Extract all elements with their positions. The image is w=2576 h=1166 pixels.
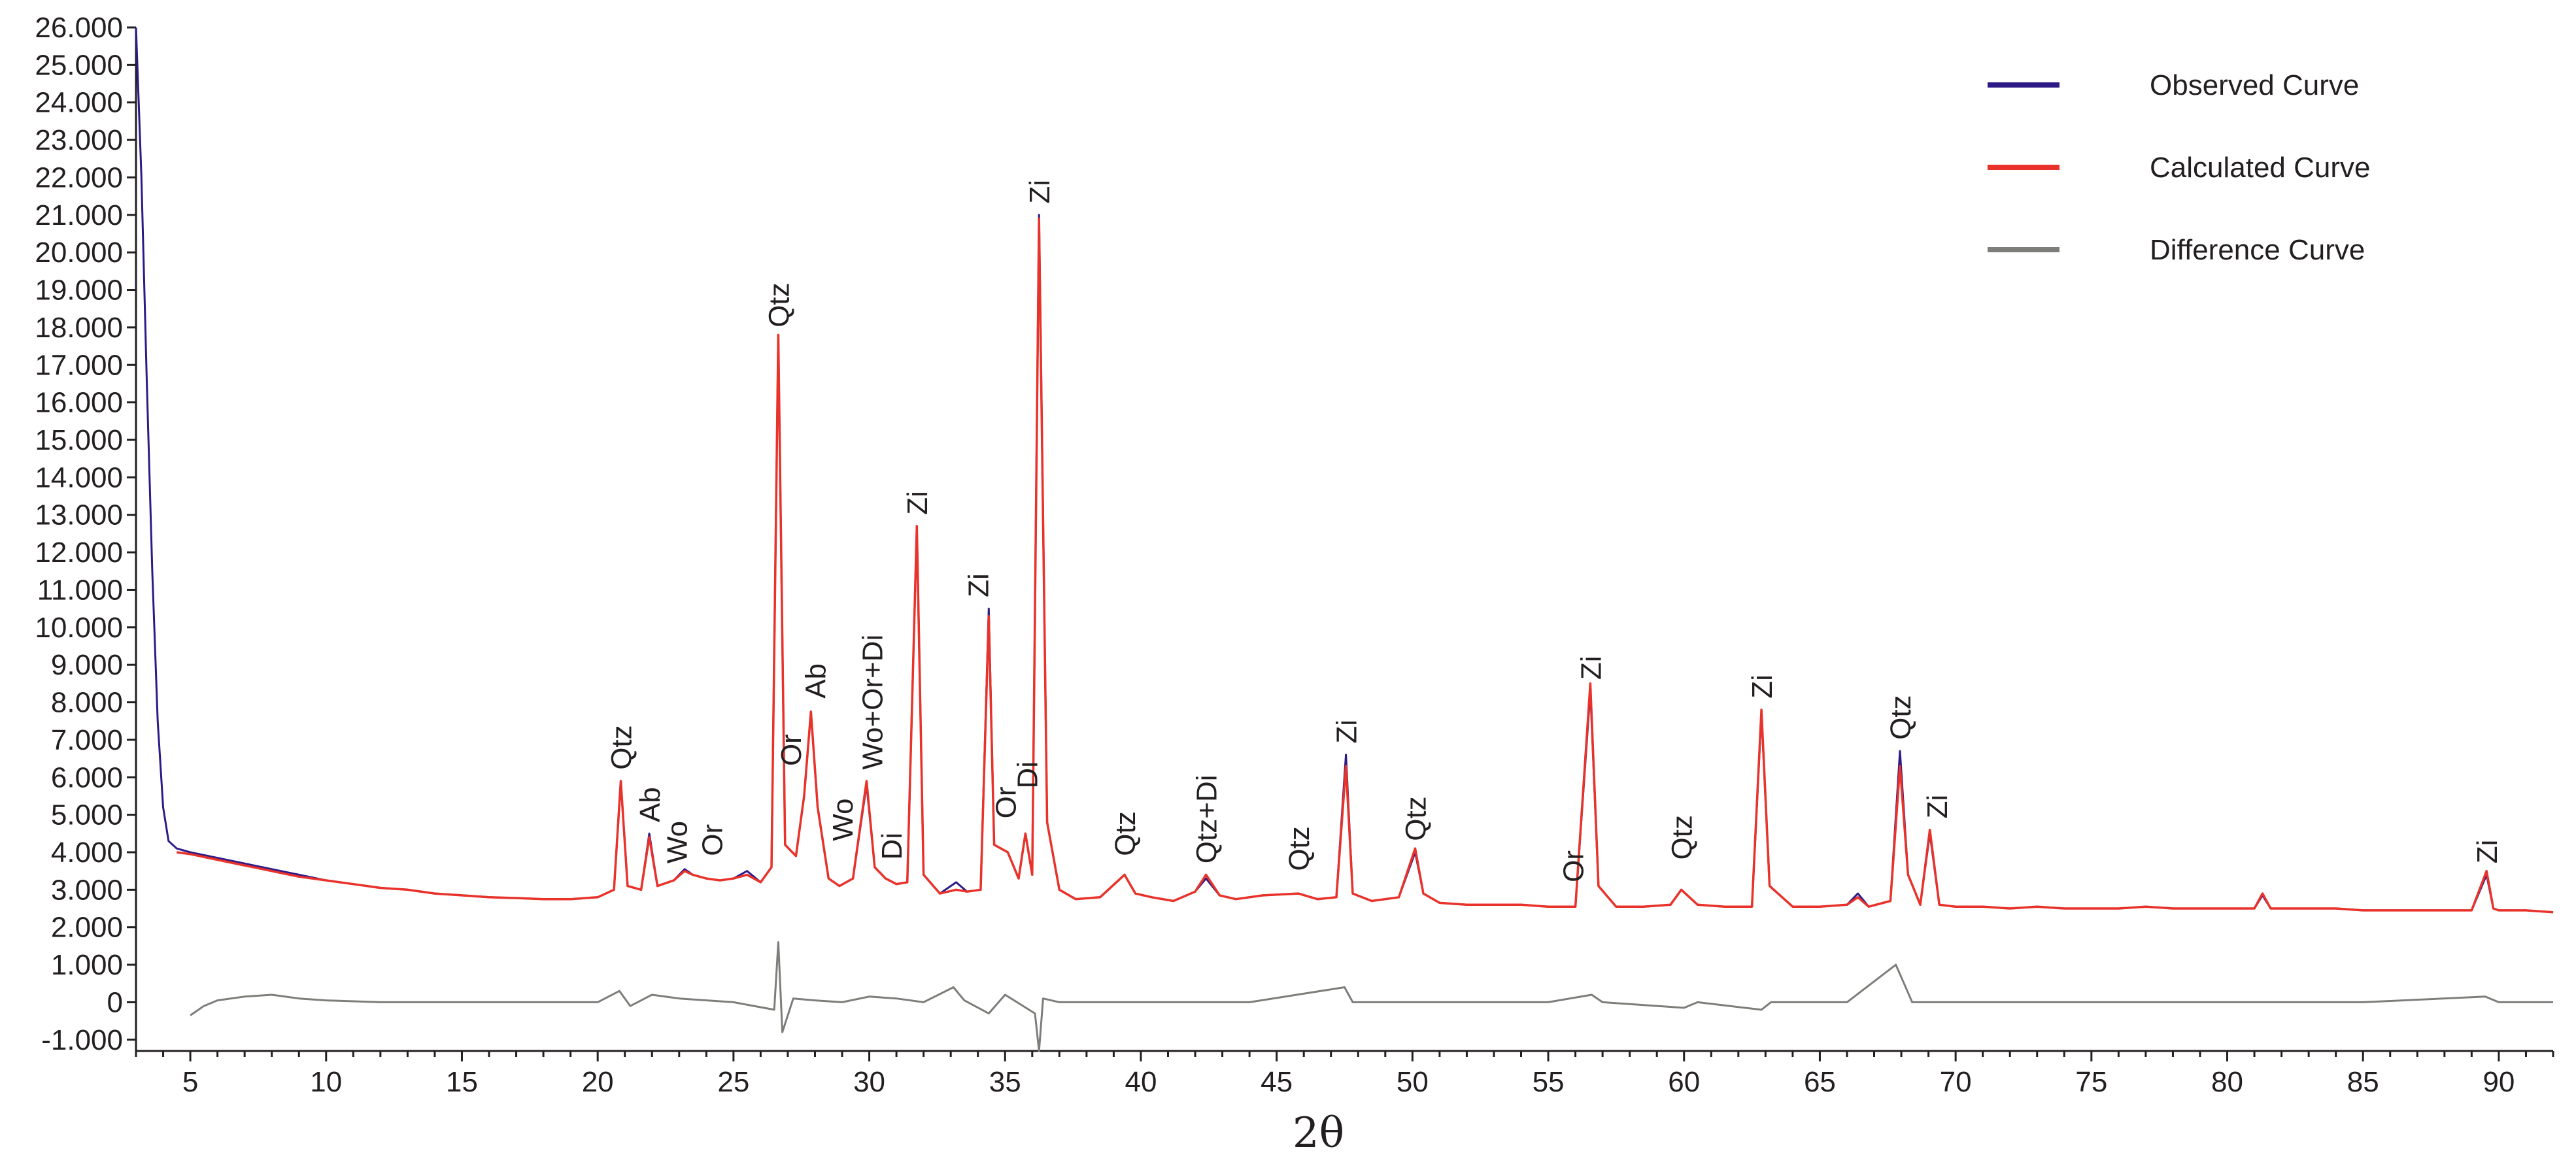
peak-label: Zi xyxy=(1331,720,1363,744)
y-tick-label: 21.000 xyxy=(35,199,123,231)
x-tick-label: 35 xyxy=(989,1066,1021,1098)
peak-label: Zi xyxy=(1746,675,1778,699)
y-tick-label: 18.000 xyxy=(35,312,123,344)
y-tick-label: 17.000 xyxy=(35,349,123,381)
legend-label: Observed Curve xyxy=(2150,69,2359,101)
x-tick-label: 55 xyxy=(1533,1066,1565,1098)
y-tick-label: 10.000 xyxy=(35,612,123,644)
peak-label: Ab xyxy=(634,787,666,822)
y-tick-label: 15.000 xyxy=(35,424,123,456)
peak-label: Wo xyxy=(662,821,694,863)
x-tick-label: 10 xyxy=(310,1066,342,1098)
x-tick-label: 25 xyxy=(717,1066,749,1098)
peak-label: Zi xyxy=(2471,840,2503,864)
peak-label: Qtz xyxy=(1885,695,1917,739)
calculated-curve-line xyxy=(177,217,2554,914)
y-tick-label: 7.000 xyxy=(51,724,123,756)
axes: 26.000 25.000 24.000 23.000 22.000 21.000 20.0… xyxy=(35,12,2554,1098)
x-tick-label: 50 xyxy=(1397,1066,1429,1098)
peak-label: Wo xyxy=(827,799,859,841)
y-tick-label: 11.000 xyxy=(37,574,123,606)
y-tick-label: 6.000 xyxy=(51,761,123,793)
y-tick-label: 12.000 xyxy=(35,537,123,569)
x-tick-label: 45 xyxy=(1261,1066,1293,1098)
x-tick-label: 5 xyxy=(182,1066,198,1098)
y-tick-label: 22.000 xyxy=(35,161,123,193)
y-tick-label: 13.000 xyxy=(35,499,123,531)
peak-label: Zi xyxy=(1575,656,1607,680)
x-tick-label: 15 xyxy=(446,1066,478,1098)
x-tick-label: 90 xyxy=(2483,1066,2515,1098)
peak-label: Qtz xyxy=(1110,811,1142,856)
peak-label: Zi xyxy=(1024,180,1056,204)
y-tick-label: 8.000 xyxy=(51,687,123,719)
peak-label: Or xyxy=(1557,850,1589,882)
x-tick-label: 70 xyxy=(1940,1066,1972,1098)
peak-label: Di xyxy=(1011,761,1043,789)
y-tick-label: 24.000 xyxy=(35,87,123,119)
peak-label: Wo+Or+Di xyxy=(857,635,889,770)
peak-label: Qtz xyxy=(1283,826,1315,871)
peak-label: Zi xyxy=(902,491,934,515)
y-tick-label: 25.000 xyxy=(35,49,123,81)
peak-label: Zi xyxy=(963,573,995,597)
legend-label: Difference Curve xyxy=(2150,234,2365,266)
x-tick-label: 40 xyxy=(1125,1066,1157,1098)
peak-label: Zi xyxy=(1922,795,1954,819)
y-tick-label: 9.000 xyxy=(51,649,123,681)
y-tick-label: 19.000 xyxy=(35,275,123,307)
y-tick-label: 2.000 xyxy=(51,912,123,944)
curves xyxy=(135,27,2554,1052)
legend: Observed Curve Calculated Curve Difference… xyxy=(1988,69,2371,266)
y-tick-label: 4.000 xyxy=(51,837,123,869)
peak-label: Qtz+Di xyxy=(1191,775,1223,863)
peak-label: Di xyxy=(876,833,908,860)
y-tick-label: 0 xyxy=(107,986,123,1018)
peak-label: Or xyxy=(775,734,807,766)
peak-label: Or xyxy=(990,786,1022,818)
y-tick-label: 16.000 xyxy=(35,387,123,419)
x-tick-label: 30 xyxy=(853,1066,885,1098)
peak-label: Ab xyxy=(800,663,832,699)
x-tick-label: 65 xyxy=(1804,1066,1836,1098)
y-tick-label: 14.000 xyxy=(35,461,123,493)
peak-label: Qtz xyxy=(1400,796,1432,841)
x-axis-title: 2θ xyxy=(1293,1109,1344,1158)
x-tick-label: 80 xyxy=(2211,1066,2243,1098)
x-tick-label: 20 xyxy=(582,1066,614,1098)
x-tick-label: 60 xyxy=(1668,1066,1700,1098)
peak-label: Qtz xyxy=(1667,815,1699,859)
y-tick-label: 20.000 xyxy=(35,237,123,269)
peak-label: Qtz xyxy=(605,725,637,769)
y-tick-label: 1.000 xyxy=(51,949,123,981)
y-tick-label: 3.000 xyxy=(51,874,123,906)
legend-label: Calculated Curve xyxy=(2150,152,2371,184)
y-tick-label: 26.000 xyxy=(35,12,123,44)
peak-label: Qtz xyxy=(763,282,795,327)
x-tick-label: 85 xyxy=(2347,1066,2379,1098)
x-tick-label: 75 xyxy=(2075,1066,2107,1098)
y-tick-label: 5.000 xyxy=(51,799,123,831)
y-tick-label: -1.000 xyxy=(41,1024,123,1056)
peak-label: Or xyxy=(697,824,729,856)
y-tick-label: 23.000 xyxy=(35,124,123,156)
difference-curve-line xyxy=(190,941,2553,1052)
